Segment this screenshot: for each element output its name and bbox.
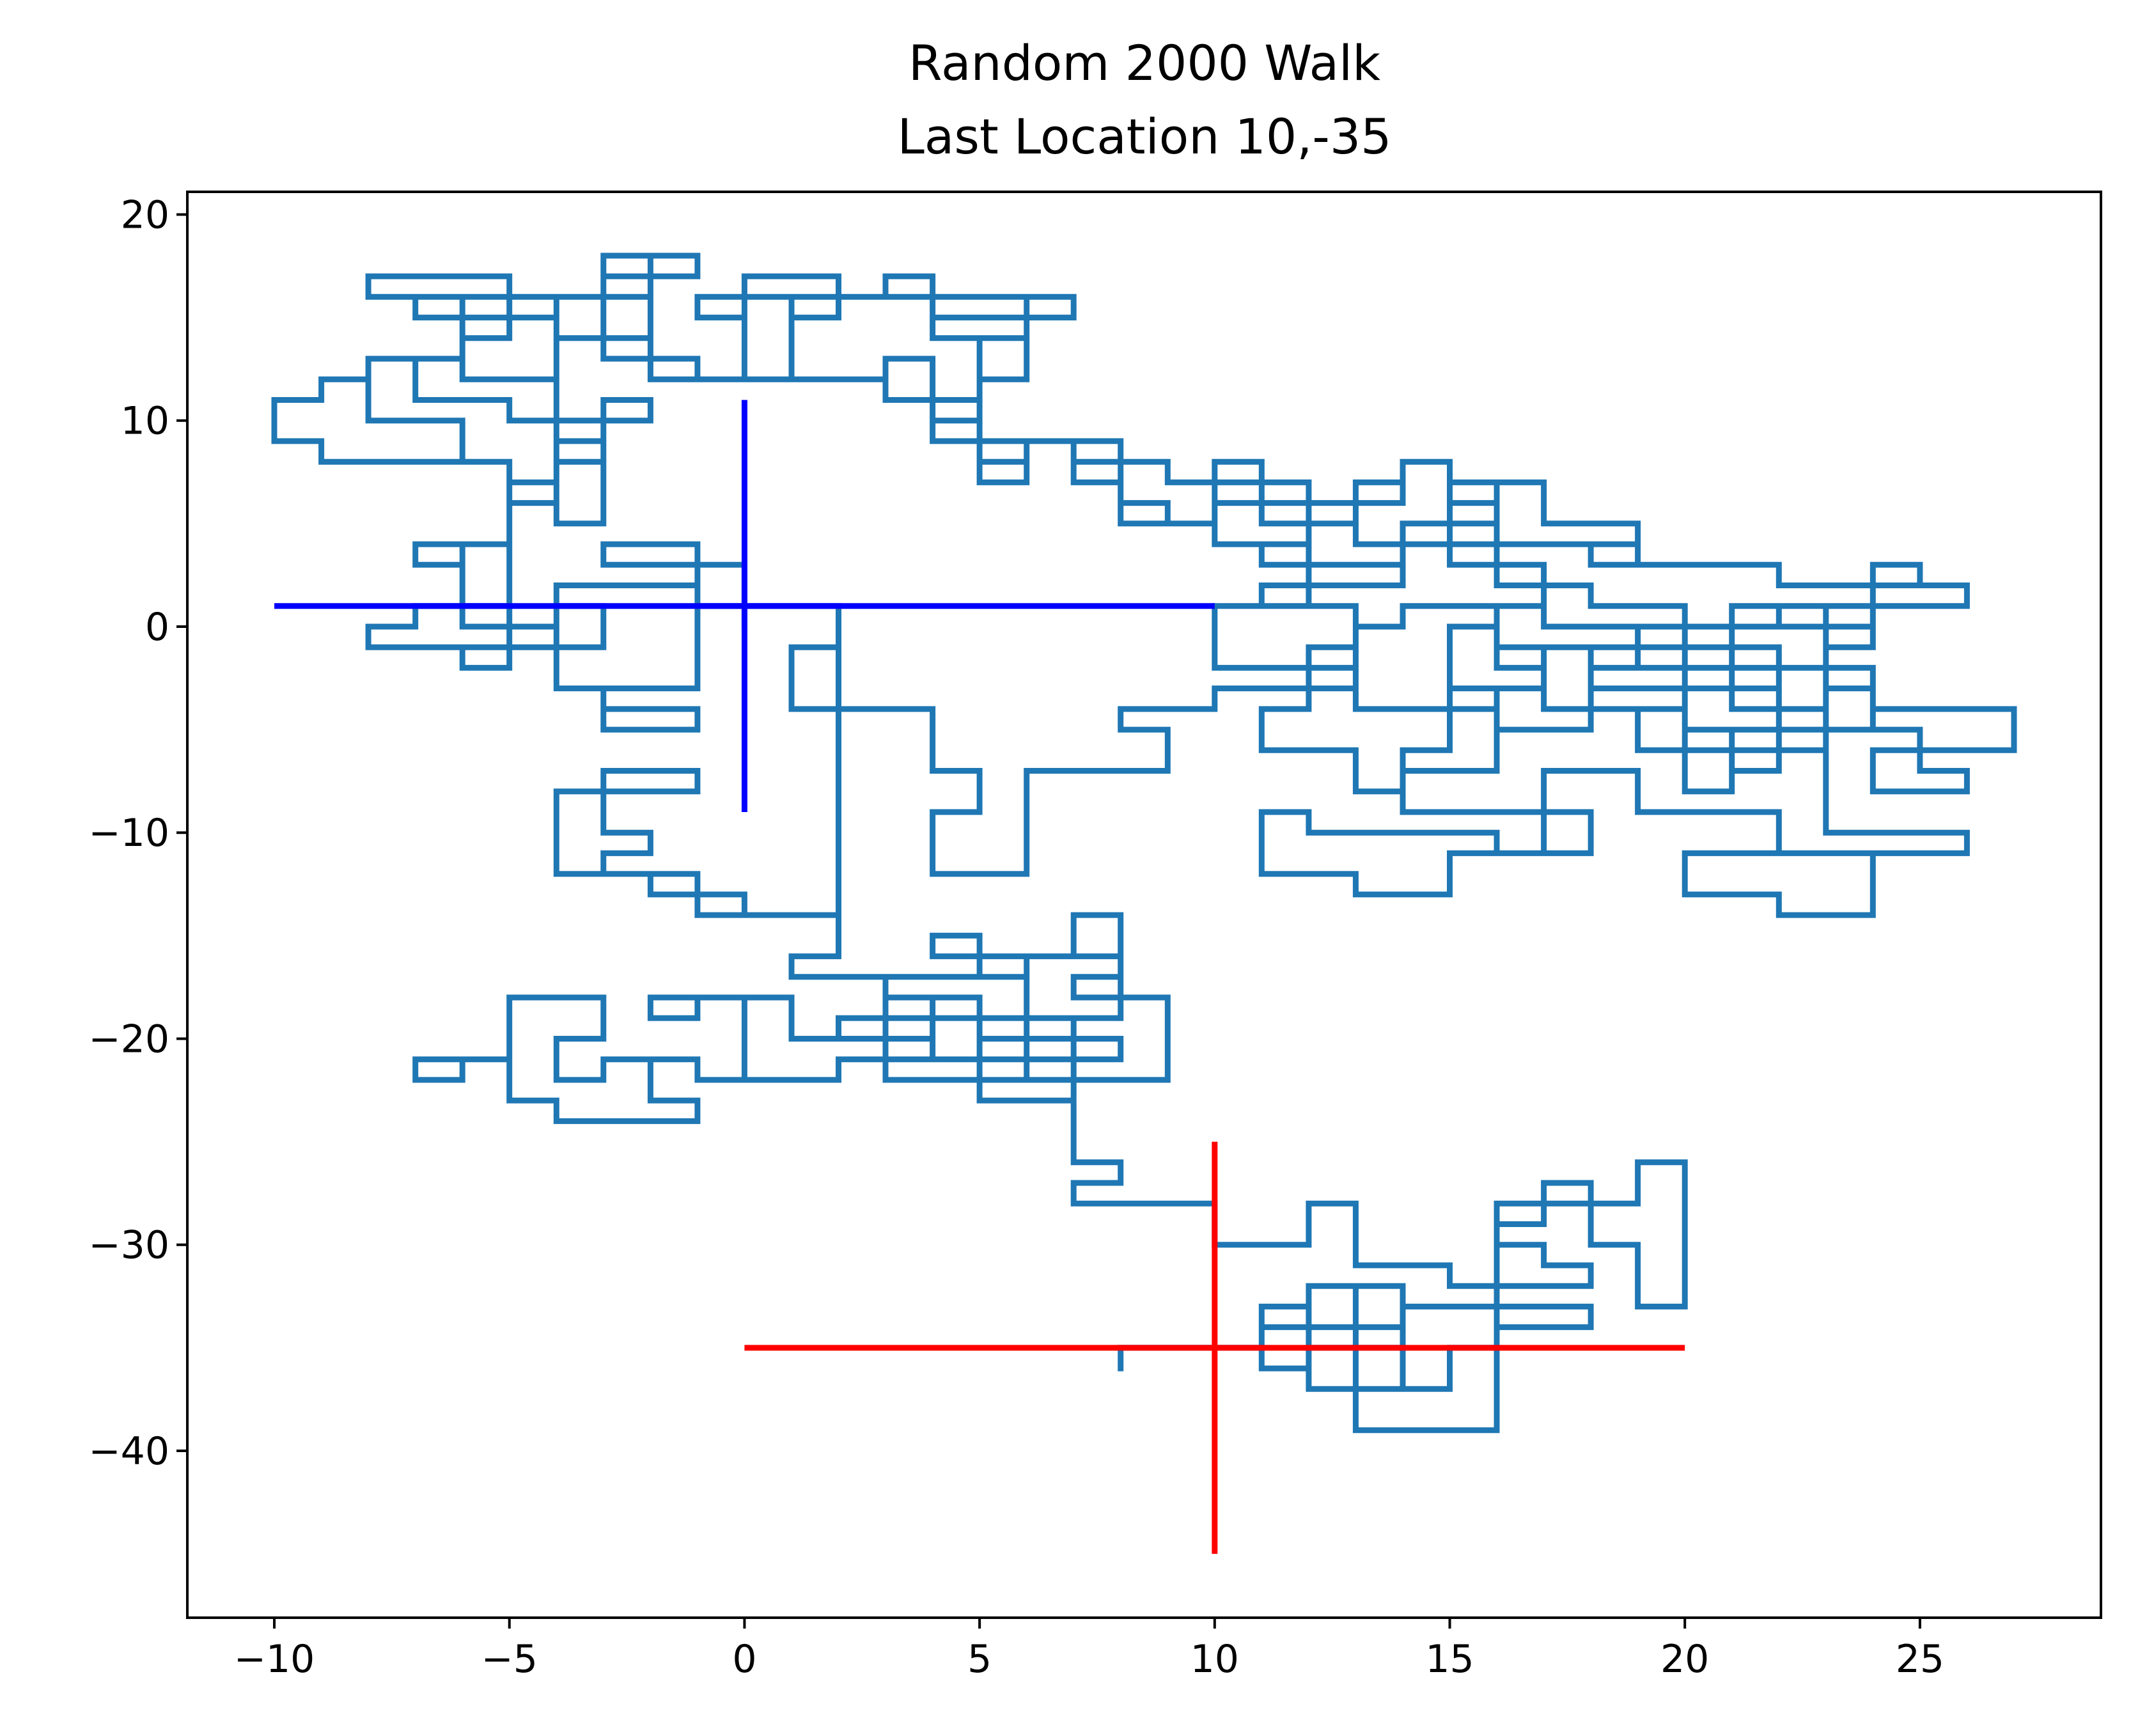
walk-path-upper: [271, 253, 2017, 918]
x-tick-label: 5: [967, 1637, 992, 1682]
x-tick-label: 15: [1425, 1637, 1474, 1682]
x-axis: −10 −5 0 5 10 15 20 25: [234, 1618, 1944, 1682]
y-tick-label: 20: [121, 192, 169, 237]
y-tick-label: 10: [121, 399, 169, 444]
x-tick-label: 25: [1896, 1637, 1944, 1682]
x-tick-label: −10: [234, 1637, 315, 1682]
x-tick-label: −5: [481, 1637, 538, 1682]
y-tick-label: −10: [88, 811, 169, 856]
chart-subtitle: Last Location 10,-35: [897, 108, 1391, 165]
y-tick-label: −20: [88, 1017, 169, 1061]
chart-title: Random 2000 Walk: [909, 35, 1380, 91]
y-axis: −40 −30 −20 −10 0 10 20: [88, 192, 187, 1474]
x-tick-label: 20: [1660, 1637, 1709, 1682]
y-tick-label: −40: [88, 1429, 169, 1474]
walk-path-lower: [412, 644, 1688, 1434]
y-tick-label: −30: [88, 1223, 169, 1268]
x-tick-label: 10: [1190, 1637, 1239, 1682]
axes-frame: [186, 191, 2102, 1619]
x-tick-label: 0: [732, 1637, 756, 1682]
y-tick-label: 0: [145, 605, 169, 650]
plot-area: [271, 253, 2017, 1554]
